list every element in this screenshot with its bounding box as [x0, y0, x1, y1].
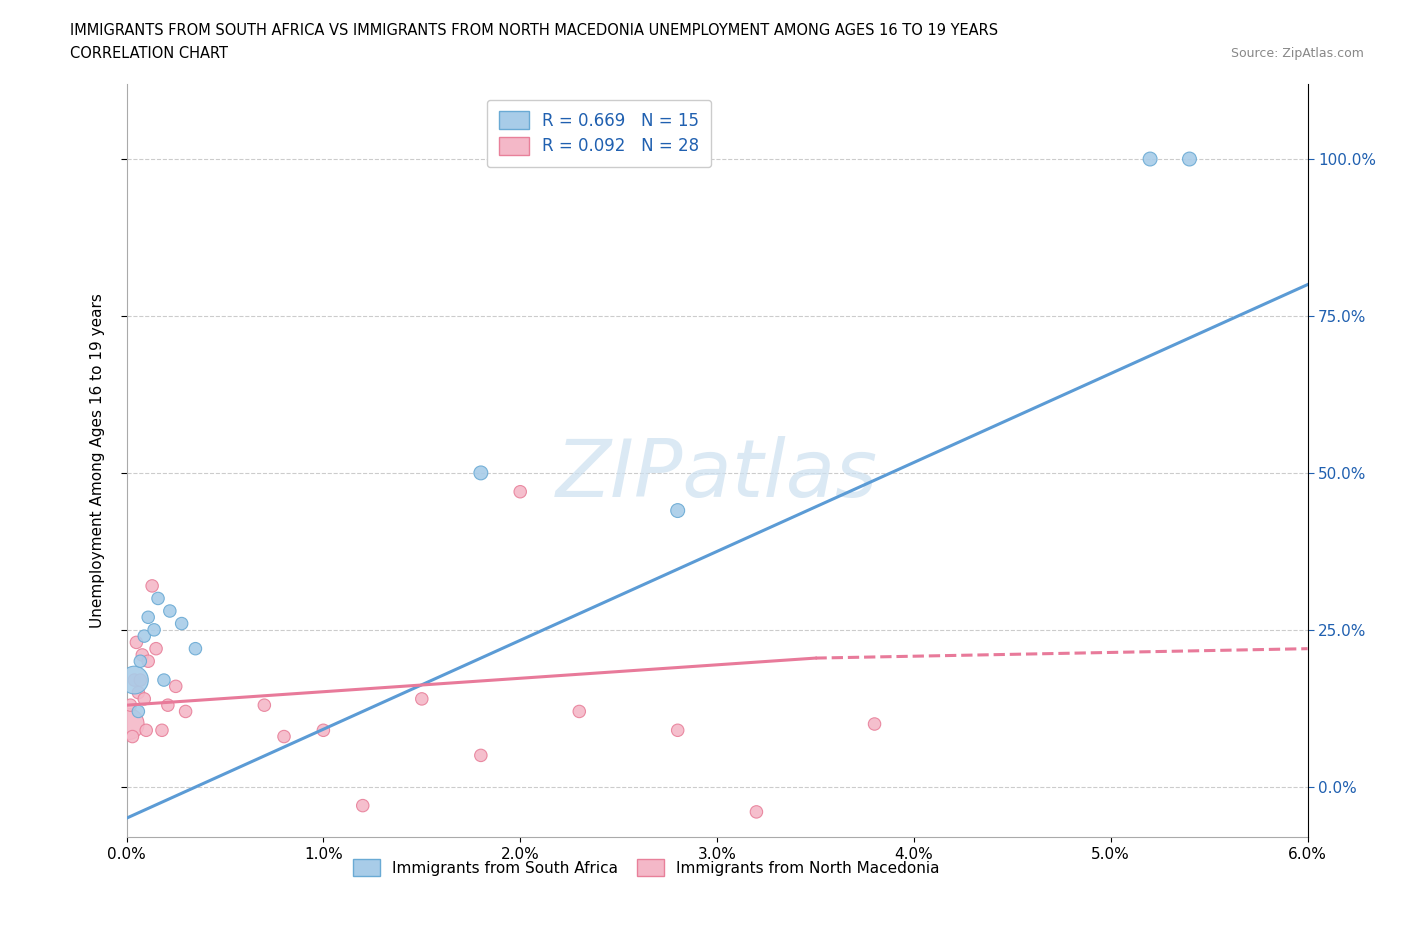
Point	[146, 591, 169, 606]
Point	[312, 723, 335, 737]
Point	[184, 642, 207, 657]
Point	[131, 647, 153, 662]
Point	[150, 723, 173, 737]
Point	[411, 692, 433, 707]
Legend: Immigrants from South Africa, Immigrants from North Macedonia: Immigrants from South Africa, Immigrants…	[346, 853, 946, 882]
Text: ZIPatlas: ZIPatlas	[555, 436, 879, 514]
Text: CORRELATION CHART: CORRELATION CHART	[70, 46, 228, 61]
Point	[134, 629, 156, 644]
Point	[134, 692, 156, 707]
Point	[666, 723, 689, 737]
Point	[153, 672, 176, 687]
Point	[745, 804, 768, 819]
Point	[135, 723, 157, 737]
Point	[145, 642, 167, 657]
Y-axis label: Unemployment Among Ages 16 to 19 years: Unemployment Among Ages 16 to 19 years	[90, 293, 105, 628]
Point	[509, 485, 531, 499]
Point	[352, 798, 374, 813]
Point	[141, 578, 163, 593]
Point	[568, 704, 591, 719]
Point	[136, 610, 159, 625]
Point	[120, 698, 142, 712]
Point	[170, 616, 193, 631]
Point	[117, 717, 139, 732]
Point	[273, 729, 295, 744]
Point	[470, 466, 492, 481]
Point	[143, 622, 166, 637]
Text: IMMIGRANTS FROM SOUTH AFRICA VS IMMIGRANTS FROM NORTH MACEDONIA UNEMPLOYMENT AMO: IMMIGRANTS FROM SOUTH AFRICA VS IMMIGRAN…	[70, 23, 998, 38]
Point	[1178, 152, 1201, 166]
Point	[125, 635, 148, 650]
Point	[159, 604, 181, 618]
Point	[174, 704, 197, 719]
Point	[1139, 152, 1161, 166]
Point	[156, 698, 179, 712]
Point	[124, 672, 146, 687]
Point	[863, 717, 886, 732]
Point	[127, 704, 149, 719]
Point	[666, 503, 689, 518]
Point	[136, 654, 159, 669]
Point	[121, 729, 143, 744]
Text: Source: ZipAtlas.com: Source: ZipAtlas.com	[1230, 46, 1364, 60]
Point	[253, 698, 276, 712]
Point	[124, 672, 146, 687]
Point	[165, 679, 187, 694]
Point	[470, 748, 492, 763]
Point	[129, 672, 152, 687]
Point	[127, 685, 149, 700]
Point	[129, 654, 152, 669]
